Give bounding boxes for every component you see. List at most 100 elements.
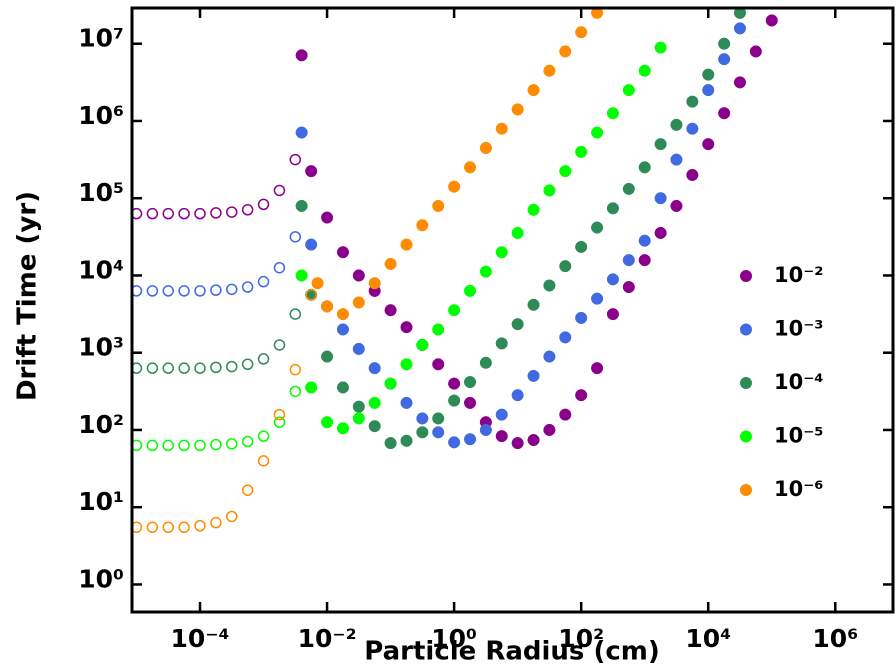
data-point — [543, 423, 556, 437]
data-point — [702, 84, 715, 97]
data-point — [416, 338, 429, 352]
data-point — [654, 192, 667, 205]
data-point — [289, 385, 302, 398]
x-tick-label: 10⁴ — [685, 624, 731, 653]
data-point — [432, 323, 445, 336]
data-point — [479, 356, 492, 369]
legend-label: 10⁻³ — [774, 317, 824, 341]
data-point — [559, 331, 572, 344]
data-point — [400, 321, 413, 334]
data-point — [194, 285, 206, 297]
data-point — [670, 118, 683, 131]
data-point — [210, 438, 222, 451]
data-point — [241, 435, 254, 448]
data-point — [368, 420, 381, 433]
data-point — [178, 439, 190, 452]
legend-label: 10⁻⁵ — [774, 424, 824, 448]
data-point — [718, 37, 731, 50]
data-point — [336, 422, 350, 435]
data-point — [368, 277, 381, 290]
y-tick-label: 10⁴ — [78, 255, 124, 284]
data-point — [463, 284, 477, 297]
data-point — [575, 311, 588, 324]
data-point — [210, 284, 222, 296]
data-point — [295, 49, 308, 62]
legend-marker — [740, 377, 752, 389]
data-point — [622, 254, 635, 267]
data-point — [733, 76, 747, 89]
data-point — [448, 394, 461, 407]
legend-marker — [740, 484, 752, 496]
data-point — [448, 304, 461, 317]
legend-label: 10⁻⁶ — [774, 477, 824, 501]
data-point — [591, 221, 604, 234]
data-point — [162, 521, 174, 534]
data-point — [368, 362, 381, 375]
data-point — [638, 254, 651, 267]
data-point — [273, 184, 286, 197]
data-point — [241, 358, 254, 371]
data-point — [686, 122, 699, 135]
data-point — [146, 521, 159, 534]
legend-label: 10⁻² — [774, 263, 824, 287]
data-point — [352, 296, 365, 309]
data-point — [575, 26, 588, 39]
data-point — [495, 122, 508, 135]
data-point — [241, 281, 254, 293]
data-point — [241, 484, 254, 496]
y-tick-label: 10⁷ — [78, 24, 124, 53]
data-point — [132, 207, 143, 220]
data-point — [638, 234, 651, 247]
data-point — [305, 238, 318, 251]
data-point — [352, 400, 365, 413]
data-point — [226, 283, 238, 296]
data-point — [527, 203, 540, 216]
data-point — [575, 240, 588, 253]
data-point — [273, 408, 286, 421]
data-point — [305, 288, 318, 301]
data-point — [226, 206, 238, 218]
data-point — [257, 353, 270, 365]
data-point — [146, 207, 159, 220]
y-tick-label: 10³ — [78, 333, 124, 362]
data-point — [295, 199, 308, 213]
data-point — [511, 318, 524, 331]
data-point — [463, 433, 477, 446]
data-point — [495, 408, 508, 421]
data-point — [210, 207, 222, 219]
data-point — [654, 41, 667, 54]
data-point — [511, 226, 524, 240]
plot-area — [132, 8, 778, 534]
data-point — [448, 436, 461, 449]
data-point — [511, 389, 524, 402]
data-point — [543, 279, 556, 292]
x-tick-label: 10⁶ — [812, 624, 858, 653]
data-point — [305, 165, 318, 178]
data-point — [559, 165, 572, 178]
data-point — [384, 377, 397, 390]
data-point — [654, 226, 667, 240]
data-point — [591, 292, 604, 305]
data-point — [321, 350, 334, 363]
data-point — [527, 369, 540, 382]
data-point — [733, 8, 747, 19]
y-tick-label: 10¹ — [78, 487, 124, 516]
data-point — [194, 207, 206, 220]
data-point — [527, 433, 540, 447]
data-point — [321, 416, 334, 429]
data-point — [273, 261, 286, 274]
data-point — [241, 204, 254, 216]
data-point — [384, 437, 397, 450]
data-point — [479, 265, 492, 278]
data-point — [765, 14, 778, 27]
data-point — [321, 300, 334, 313]
data-point — [257, 275, 270, 288]
data-point — [718, 53, 731, 66]
data-point — [305, 289, 317, 301]
data-point — [432, 412, 445, 425]
data-point — [336, 246, 350, 259]
data-point — [718, 107, 731, 120]
data-point — [226, 360, 238, 373]
data-point — [591, 126, 604, 139]
